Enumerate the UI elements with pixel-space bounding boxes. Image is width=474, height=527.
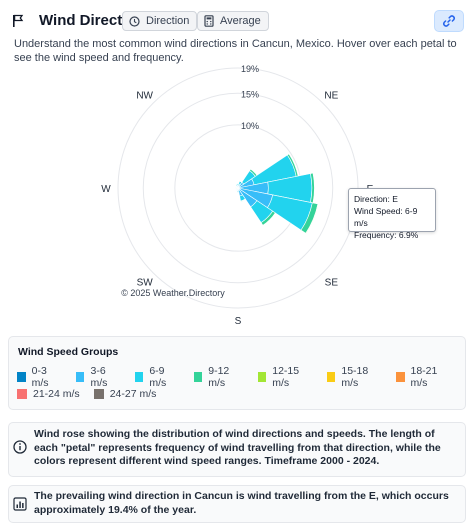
- summary-panel: The prevailing wind direction in Cancun …: [8, 485, 466, 523]
- legend-item[interactable]: 15-18 m/s: [326, 365, 382, 389]
- info-icon: [13, 440, 27, 454]
- legend-label: 12-15 m/s: [272, 365, 300, 389]
- radial-tick-label: 10%: [241, 121, 259, 131]
- legend-swatch: [134, 372, 144, 382]
- legend-row: 21-24 m/s 24-27 m/s: [17, 388, 170, 400]
- radial-tick-label: 15%: [241, 89, 259, 99]
- legend-swatch: [17, 389, 27, 399]
- legend-item[interactable]: 3-6 m/s: [75, 365, 121, 389]
- tab-direction-label: Direction: [146, 15, 190, 27]
- description: Understand the most common wind directio…: [14, 38, 457, 64]
- grid-circle: [142, 92, 334, 284]
- legend-swatch: [257, 372, 267, 382]
- legend-title: Wind Speed Groups: [18, 346, 119, 358]
- legend-item[interactable]: 6-9 m/s: [134, 365, 180, 389]
- info-panel: Wind rose showing the distribution of wi…: [8, 422, 466, 477]
- summary-text: The prevailing wind direction in Cancun …: [34, 490, 449, 516]
- chart-icon: [13, 497, 27, 511]
- legend-swatch: [17, 372, 26, 382]
- petal-ese-seg-4[interactable]: [305, 203, 319, 235]
- legend-item[interactable]: 21-24 m/s: [17, 388, 80, 400]
- petal-sw-seg-2[interactable]: [234, 188, 238, 192]
- legend-label: 9-12 m/s: [208, 365, 230, 389]
- flag-icon: [13, 14, 24, 27]
- clock-icon: [129, 15, 140, 27]
- direction-label-s: S: [235, 316, 242, 327]
- tooltip-frequency: Frequency: 6.9%: [354, 230, 419, 240]
- tab-average-label: Average: [220, 15, 261, 27]
- legend-item[interactable]: 24-27 m/s: [93, 388, 157, 400]
- legend-swatch: [93, 389, 104, 399]
- direction-label-se: SE: [325, 277, 339, 288]
- legend-swatch: [193, 372, 203, 382]
- legend-label: 3-6 m/s: [90, 365, 108, 389]
- legend-item[interactable]: 12-15 m/s: [257, 365, 313, 389]
- radial-tick-label: 19%: [241, 64, 259, 74]
- link-icon: [443, 15, 455, 27]
- chart-tooltip: Direction: E Wind Speed: 6-9 m/s Frequen…: [348, 188, 436, 240]
- legend-item[interactable]: 9-12 m/s: [193, 365, 244, 389]
- legend-item[interactable]: 18-21 m/s: [395, 365, 451, 389]
- legend-label: 21-24 m/s: [33, 388, 80, 400]
- direction-label-nw: NW: [136, 91, 153, 102]
- legend-label: 15-18 m/s: [341, 365, 369, 389]
- share-link-button[interactable]: [434, 10, 464, 32]
- header: Wind Direction Direction Average: [10, 8, 464, 34]
- legend-row: 0-3 m/s 3-6 m/s 6-9 m/s 9-12 m/s 12-15 m/s 15…: [17, 365, 465, 389]
- petal-se-seg-3[interactable]: [260, 210, 276, 226]
- tooltip-direction: Direction: E: [354, 194, 398, 204]
- tab-average[interactable]: Average: [197, 11, 269, 31]
- legend-item[interactable]: 0-3 m/s: [17, 365, 62, 389]
- legend-swatch: [326, 372, 336, 382]
- legend-label: 0-3 m/s: [31, 365, 49, 389]
- tab-direction[interactable]: Direction: [122, 11, 198, 31]
- tooltip-speed: Wind Speed: 6-9 m/s: [354, 206, 418, 228]
- legend-panel: Wind Speed Groups 0-3 m/s 3-6 m/s 6-9 m/s 9…: [8, 336, 466, 410]
- direction-label-ne: NE: [324, 91, 338, 102]
- petal-sse-seg-3[interactable]: [240, 198, 247, 202]
- legend-swatch: [75, 372, 85, 382]
- direction-label-sw: SW: [137, 277, 154, 288]
- calculator-icon: [204, 15, 214, 27]
- legend-swatch: [395, 372, 405, 382]
- direction-label-w: W: [101, 184, 111, 195]
- legend-label: 24-27 m/s: [109, 388, 157, 400]
- page-title: Wind Direction: [39, 12, 145, 29]
- chart-watermark: © 2025 Weather.Directory: [121, 288, 225, 298]
- legend-label: 18-21 m/s: [410, 365, 438, 389]
- wind-rose-chart[interactable]: 10%15%19%NEESESSWWNW © 2025 Weather.Dire…: [0, 60, 474, 335]
- legend-label: 6-9 m/s: [149, 365, 167, 389]
- info-text: Wind rose showing the distribution of wi…: [34, 428, 441, 467]
- petal-nnw-seg-2[interactable]: [235, 183, 238, 187]
